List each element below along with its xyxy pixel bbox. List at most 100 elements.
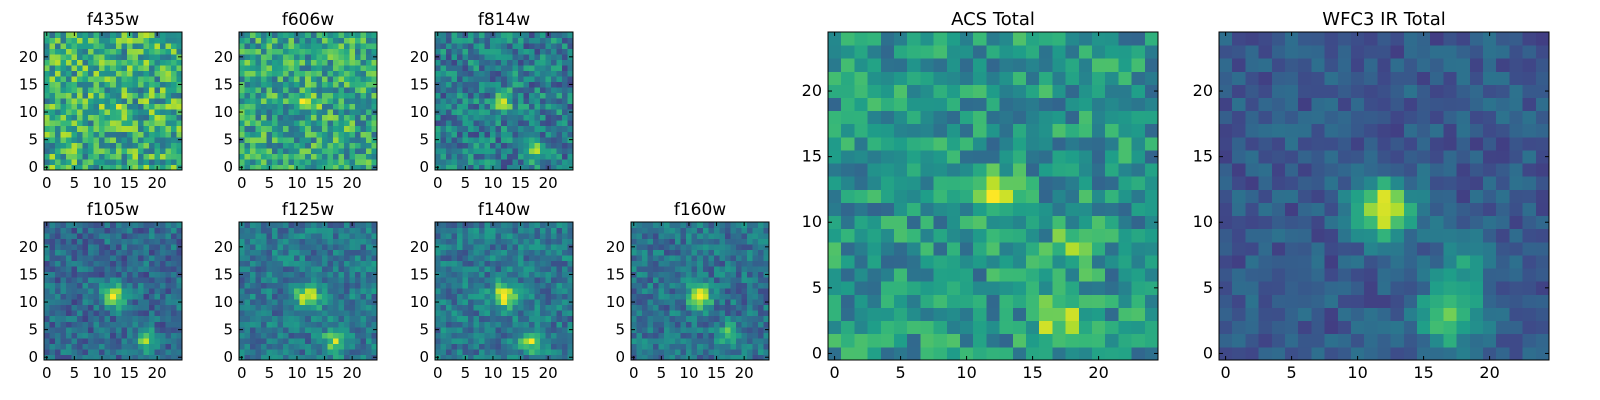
pixel-cell (653, 277, 659, 284)
pixel-cell (457, 131, 463, 138)
pixel-cell (653, 354, 659, 361)
pixel-cell (468, 343, 475, 350)
pixel-cell (986, 202, 1000, 217)
pixel-cell (561, 244, 568, 250)
pixel-cell (468, 249, 475, 256)
pixel-cell (854, 150, 868, 164)
pixel-cell (746, 288, 753, 295)
pixel-cell (71, 321, 78, 328)
pixel-cell (239, 153, 245, 160)
pixel-cell (946, 346, 961, 361)
pixel-cell (354, 293, 361, 300)
pixel-cell (343, 147, 350, 154)
pixel-cell (691, 266, 698, 273)
pixel-cell (244, 337, 251, 344)
pixel-cell (517, 87, 524, 94)
pixel-cell (244, 70, 251, 77)
pixel-cell (828, 281, 842, 295)
pixel-cell (132, 354, 139, 361)
pixel-cell (539, 348, 546, 355)
pixel-cell (305, 92, 312, 99)
pixel-cell (93, 321, 100, 328)
pixel-cell (82, 299, 89, 306)
pixel-cell (132, 244, 139, 250)
pixel-cell (561, 293, 568, 300)
pixel-cell (528, 59, 535, 66)
pixel-cell (534, 120, 541, 127)
pixel-cell (266, 288, 273, 295)
pixel-cell (244, 32, 251, 38)
pixel-cell (550, 153, 557, 160)
pixel-cell (468, 43, 475, 49)
pixel-cell (675, 271, 682, 278)
pixel-cell (713, 299, 720, 306)
pixel-cell (658, 343, 665, 350)
pixel-cell (365, 288, 372, 295)
pixel-cell (435, 227, 441, 234)
pixel-cell (468, 32, 475, 38)
pixel-cell (495, 326, 502, 333)
pixel-cell (288, 54, 295, 60)
pixel-cell (545, 282, 552, 289)
pixel-cell (435, 59, 441, 66)
pixel-cell (746, 343, 753, 350)
pixel-cell (1026, 163, 1040, 177)
pixel-cell (451, 299, 458, 306)
pixel-cell (867, 294, 882, 308)
pixel-cell (170, 233, 177, 239)
pixel-cell (88, 76, 95, 83)
pixel-cell (277, 153, 284, 160)
pixel-cell (457, 321, 463, 328)
pixel-cell (713, 315, 720, 322)
pixel-cell (735, 282, 742, 289)
pixel-cell (512, 136, 519, 143)
pixel-cell (82, 321, 89, 328)
pixel-cell (730, 266, 737, 273)
pixel-cell (99, 43, 106, 49)
pixel-cell (841, 346, 855, 361)
pixel-cell (88, 114, 95, 121)
pixel-cell (299, 142, 306, 149)
pixel-cell (137, 125, 144, 132)
pixel-cell (702, 321, 709, 328)
pixel-cell (735, 343, 742, 350)
pixel-cell (647, 271, 654, 278)
pixel-cell (277, 32, 284, 38)
pixel-cell (137, 76, 144, 83)
pixel-cell (338, 332, 345, 339)
pixel-cell (71, 131, 78, 138)
pixel-cell (371, 238, 378, 245)
pixel-cell (82, 147, 89, 154)
pixel-cell (88, 332, 95, 339)
pixel-cell (159, 120, 166, 127)
pixel-cell (490, 43, 497, 49)
pixel-cell (1026, 320, 1040, 335)
pixel-cell (946, 268, 961, 282)
pixel-cell (66, 260, 72, 267)
pixel-cell (763, 321, 770, 328)
pixel-cell (283, 164, 290, 171)
pixel-cell (154, 244, 161, 250)
pixel-cell (365, 332, 372, 339)
pixel-cell (277, 244, 284, 250)
pixel-cell (170, 37, 177, 44)
pixel-cell (327, 32, 334, 38)
pixel-cell (132, 332, 139, 339)
pixel-cell (115, 59, 122, 66)
pixel-cell (250, 249, 256, 256)
pixel-cell (143, 293, 150, 300)
pixel-cell (321, 321, 328, 328)
pixel-cell (132, 54, 139, 60)
pixel-cell (255, 98, 262, 105)
pixel-cell (517, 76, 524, 83)
pixel-cell (283, 65, 290, 72)
pixel-cell (82, 238, 89, 245)
pixel-cell (294, 332, 301, 339)
pixel-cell (501, 337, 508, 344)
pixel-cell (349, 238, 356, 245)
axes-frame (43, 31, 183, 171)
pixel-cell (250, 98, 256, 105)
pixel-cell (746, 260, 753, 267)
y-tick-label: 20 (19, 48, 38, 66)
pixel-cell (66, 315, 72, 322)
